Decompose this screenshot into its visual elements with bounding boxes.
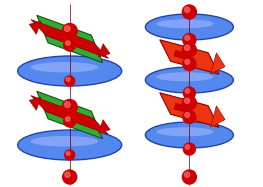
- Circle shape: [64, 26, 70, 31]
- Circle shape: [64, 102, 70, 108]
- Polygon shape: [29, 21, 41, 34]
- Circle shape: [183, 57, 196, 70]
- Polygon shape: [98, 44, 110, 57]
- Polygon shape: [174, 50, 189, 60]
- Circle shape: [185, 112, 190, 117]
- Circle shape: [185, 36, 190, 40]
- Circle shape: [64, 39, 76, 51]
- Polygon shape: [211, 53, 225, 74]
- Ellipse shape: [156, 72, 214, 81]
- Circle shape: [185, 89, 190, 93]
- Polygon shape: [174, 103, 189, 113]
- Polygon shape: [29, 97, 41, 110]
- Circle shape: [182, 96, 196, 110]
- Ellipse shape: [31, 62, 98, 73]
- Ellipse shape: [145, 67, 233, 93]
- Circle shape: [183, 143, 195, 155]
- Polygon shape: [31, 96, 108, 134]
- Polygon shape: [37, 15, 103, 63]
- Circle shape: [65, 150, 75, 160]
- Ellipse shape: [18, 56, 122, 86]
- Polygon shape: [160, 93, 219, 127]
- Circle shape: [65, 117, 70, 121]
- Polygon shape: [98, 120, 110, 133]
- Polygon shape: [160, 40, 219, 74]
- Circle shape: [64, 115, 76, 127]
- Circle shape: [62, 24, 77, 39]
- Circle shape: [182, 43, 196, 57]
- Circle shape: [183, 87, 195, 99]
- Circle shape: [185, 145, 190, 149]
- Circle shape: [185, 59, 190, 64]
- Circle shape: [184, 45, 190, 50]
- Circle shape: [184, 172, 190, 177]
- Circle shape: [65, 172, 70, 177]
- Circle shape: [182, 170, 196, 184]
- Ellipse shape: [156, 127, 214, 136]
- Circle shape: [63, 170, 77, 184]
- Ellipse shape: [145, 122, 233, 148]
- Circle shape: [62, 99, 77, 114]
- Circle shape: [182, 5, 196, 19]
- Ellipse shape: [145, 14, 233, 40]
- Polygon shape: [31, 20, 108, 58]
- Circle shape: [65, 76, 75, 86]
- Circle shape: [184, 7, 190, 12]
- Circle shape: [183, 33, 196, 47]
- Circle shape: [66, 77, 70, 81]
- Ellipse shape: [31, 136, 98, 146]
- Circle shape: [66, 151, 70, 155]
- Polygon shape: [211, 106, 225, 127]
- Ellipse shape: [156, 19, 214, 28]
- Polygon shape: [37, 91, 103, 139]
- Ellipse shape: [18, 130, 122, 160]
- Circle shape: [184, 98, 190, 103]
- Circle shape: [183, 111, 196, 123]
- Circle shape: [65, 41, 70, 45]
